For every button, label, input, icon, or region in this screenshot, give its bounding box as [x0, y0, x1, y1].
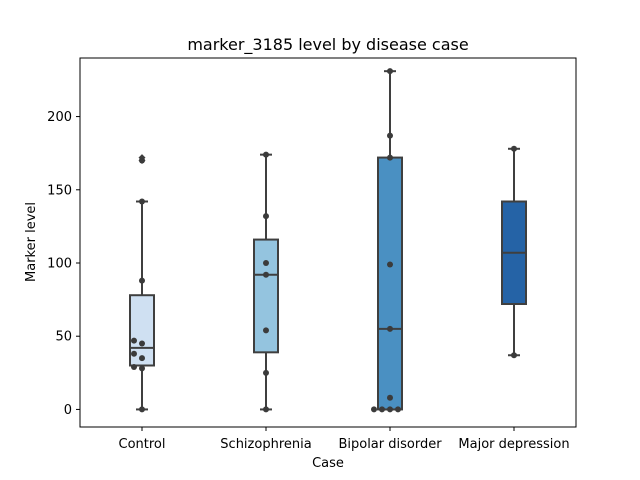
y-tick-label: 200 — [47, 110, 72, 125]
data-point — [387, 261, 393, 268]
data-point — [371, 406, 377, 413]
data-point — [263, 213, 269, 220]
data-point — [263, 406, 269, 413]
x-tick-label: Control — [119, 437, 166, 452]
y-axis: 0 50 100 150 200 — [47, 110, 80, 418]
boxes-layer — [129, 68, 527, 413]
data-point — [263, 369, 269, 376]
y-tick-label: 150 — [47, 183, 72, 198]
data-point — [387, 132, 393, 139]
swarm-points — [371, 68, 401, 413]
chart-title: marker_3185 level by disease case — [187, 35, 468, 55]
data-point — [387, 406, 393, 413]
data-point — [387, 68, 393, 75]
data-point — [387, 154, 393, 161]
box-group — [253, 153, 279, 411]
y-tick-label: 0 — [64, 403, 72, 418]
data-point — [511, 145, 517, 152]
box-iqr — [129, 294, 155, 367]
x-tick-label: Schizophrenia — [220, 437, 311, 452]
data-point — [379, 406, 385, 413]
data-point — [139, 406, 145, 413]
swarm-points — [511, 145, 517, 359]
data-point — [511, 352, 517, 359]
x-tick-label: Bipolar disorder — [338, 437, 442, 452]
data-point — [263, 327, 269, 334]
data-point — [263, 151, 269, 158]
data-point — [139, 198, 145, 205]
data-point — [139, 277, 145, 284]
data-point — [131, 350, 137, 357]
box-iqr — [253, 238, 279, 354]
box-group — [501, 147, 527, 357]
data-point — [263, 271, 269, 278]
plot-area-frame — [79, 57, 577, 428]
data-point — [139, 365, 145, 372]
data-point — [139, 157, 145, 164]
y-axis-label: Marker level — [24, 202, 39, 282]
data-point — [263, 260, 269, 266]
data-point — [139, 340, 145, 347]
box-iqr — [377, 156, 403, 411]
box-group — [377, 70, 403, 411]
data-point — [387, 325, 393, 332]
data-point — [395, 406, 401, 413]
data-point — [139, 355, 145, 362]
swarm-points — [263, 151, 269, 413]
data-point — [131, 337, 137, 344]
y-tick-label: 50 — [55, 330, 72, 345]
swarm-points — [131, 157, 145, 413]
data-point — [387, 394, 393, 401]
x-tick-label: Major depression — [458, 437, 569, 452]
x-axis-label: Case — [312, 456, 344, 471]
y-tick-label: 100 — [47, 257, 72, 272]
x-axis: Control Schizophrenia Bipolar disorder Majo… — [119, 427, 570, 452]
data-point — [131, 363, 137, 370]
